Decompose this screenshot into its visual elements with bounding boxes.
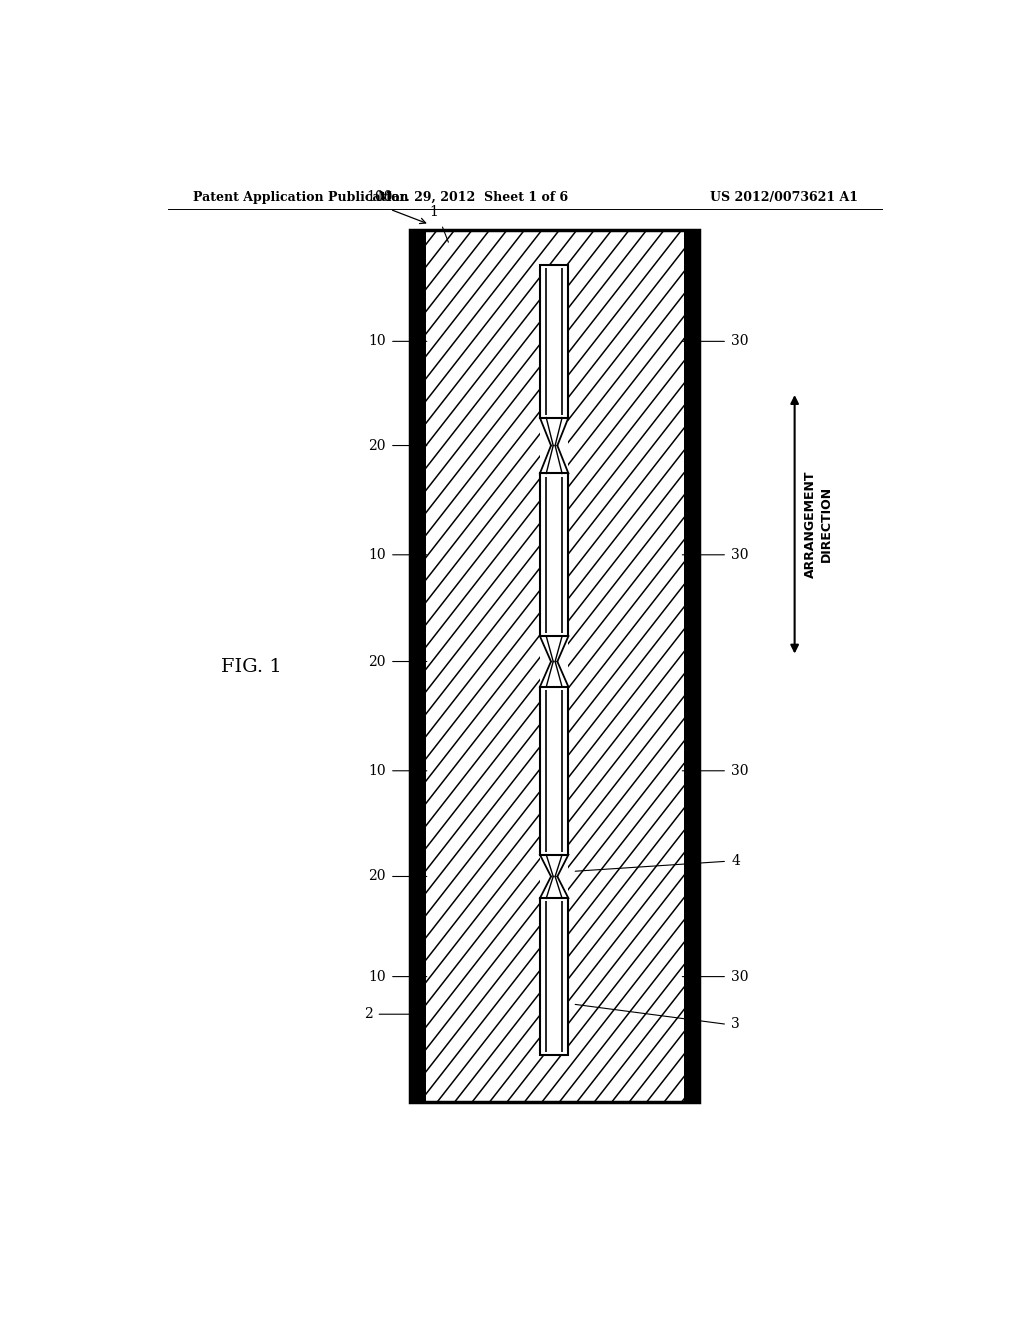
Bar — [540, 474, 568, 636]
Text: Mar. 29, 2012  Sheet 1 of 6: Mar. 29, 2012 Sheet 1 of 6 — [378, 190, 568, 203]
Bar — [540, 899, 568, 1055]
Text: 20: 20 — [369, 438, 386, 453]
Bar — [540, 854, 568, 899]
Text: 10: 10 — [369, 970, 386, 983]
Bar — [540, 474, 568, 636]
Bar — [410, 230, 699, 1102]
Text: 10: 10 — [369, 548, 386, 562]
Text: FIG. 1: FIG. 1 — [220, 657, 282, 676]
Text: 30: 30 — [731, 334, 749, 348]
Bar — [540, 636, 568, 686]
Bar — [540, 686, 568, 854]
Text: ARRANGEMENT
DIRECTION: ARRANGEMENT DIRECTION — [805, 470, 833, 578]
Text: 1: 1 — [430, 206, 438, 219]
Text: 2: 2 — [364, 1007, 373, 1022]
Bar — [410, 230, 699, 1102]
Bar — [540, 265, 568, 417]
Text: 3: 3 — [731, 1018, 740, 1031]
Bar — [540, 417, 568, 474]
Bar — [540, 899, 568, 1055]
Text: 100: 100 — [367, 190, 392, 205]
Text: US 2012/0073621 A1: US 2012/0073621 A1 — [710, 190, 858, 203]
Text: 30: 30 — [731, 764, 749, 777]
Text: 10: 10 — [369, 764, 386, 777]
Text: 4: 4 — [731, 854, 740, 869]
Text: 20: 20 — [369, 655, 386, 668]
Text: Patent Application Publication: Patent Application Publication — [194, 190, 409, 203]
Text: 30: 30 — [731, 970, 749, 983]
Text: 10: 10 — [369, 334, 386, 348]
Bar — [540, 265, 568, 417]
Text: 20: 20 — [369, 870, 386, 883]
Text: 30: 30 — [731, 548, 749, 562]
Bar — [684, 230, 699, 1102]
Bar — [540, 686, 568, 854]
Bar — [410, 230, 426, 1102]
